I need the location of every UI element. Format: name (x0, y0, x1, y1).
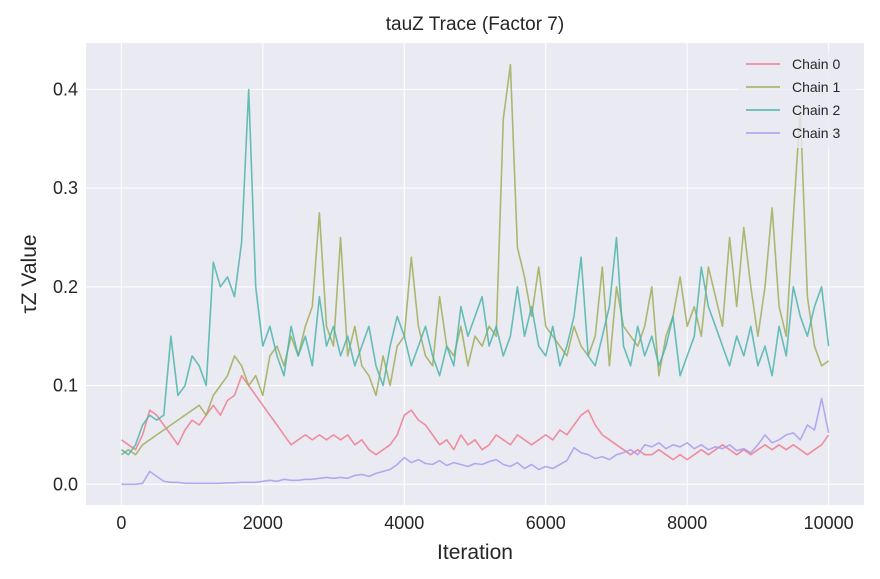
series-lines (120, 63, 830, 486)
x-axis-label: Iteration (437, 541, 513, 564)
x-tick-labels: 0 2000 4000 6000 8000 10000 (116, 513, 853, 533)
chart-title: tauZ Trace (Factor 7) (386, 14, 564, 35)
legend: Chain 0 Chain 1 Chain 2 Chain 3 (738, 52, 856, 148)
legend-label: Chain 0 (792, 56, 840, 72)
plot-area (86, 43, 864, 505)
x-tick-label: 2000 (243, 513, 283, 533)
x-tick-label: 6000 (526, 513, 566, 533)
x-tick-label: 8000 (667, 513, 707, 533)
legend-label: Chain 2 (792, 102, 840, 118)
x-tick-label: 10000 (804, 513, 854, 533)
legend-box (738, 52, 856, 148)
series-line-chain-0 (120, 374, 830, 461)
y-tick-label: 0.0 (53, 474, 78, 494)
series-line-chain-3 (121, 397, 830, 486)
x-tick-label: 4000 (384, 513, 424, 533)
y-tick-label: 0.4 (53, 79, 78, 99)
series-line-chain-1 (120, 63, 830, 456)
y-tick-label: 0.2 (53, 277, 78, 297)
legend-label: Chain 3 (792, 125, 840, 141)
y-axis-label: τZ Value (18, 234, 41, 313)
gridlines (86, 43, 864, 505)
y-tick-labels: 0.0 0.1 0.2 0.3 0.4 (53, 79, 78, 494)
x-tick-label: 0 (116, 513, 126, 533)
series-line-chain-2 (120, 88, 830, 456)
y-tick-label: 0.1 (53, 376, 78, 396)
y-tick-label: 0.3 (53, 178, 78, 198)
legend-label: Chain 1 (792, 79, 840, 95)
